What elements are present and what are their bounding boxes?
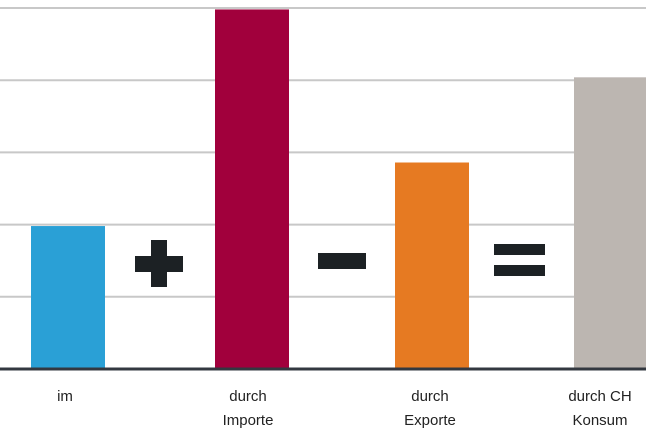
plus-operator-icon [135,240,183,287]
category-label-line: durch [411,388,449,405]
category-label: durch CH Konsum [568,388,631,429]
category-label-line: durch CH [568,388,631,405]
minus-operator-icon [318,253,366,269]
category-label-line: Konsum [572,412,627,429]
gridlines [0,7,646,298]
bars [31,9,646,369]
bar-durch-ch-konsum [574,77,646,369]
category-label-line: Importe [223,412,274,429]
operators [135,240,545,287]
category-label: durch Importe [223,388,274,429]
equals-operator-icon [494,244,545,276]
category-label-line: durch [229,388,267,405]
category-label: im [57,388,73,405]
category-labels: im durch Importe durch Exporte durch CH Konsum [57,388,632,429]
category-label-line: im [57,388,73,405]
bar-im [31,226,105,369]
category-label: durch Exporte [404,388,456,429]
bar-durch-importe [215,9,289,369]
bar-durch-exporte [395,162,469,369]
category-label-line: Exporte [404,412,456,429]
